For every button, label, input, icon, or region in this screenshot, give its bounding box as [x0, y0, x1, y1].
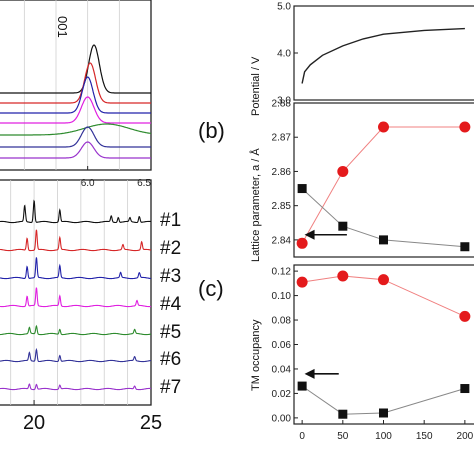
y-tick-label: 0.02	[272, 389, 292, 400]
data-point-circle	[459, 310, 471, 322]
y-tick-label: 0.08	[272, 316, 292, 327]
x-tick-label: 0	[299, 431, 305, 442]
data-point-square	[379, 408, 388, 418]
y-tick-label: 2.84	[272, 235, 292, 246]
potential-panel: 3.0 4.0 5.0	[277, 2, 474, 107]
xrd-bottom-trace-7	[0, 383, 151, 391]
y-tick-label: 2.87	[272, 133, 292, 144]
plot-frame	[293, 5, 474, 101]
x-tick-label: 100	[375, 431, 392, 442]
plot-frame	[293, 264, 474, 425]
data-point-square	[338, 221, 348, 231]
sample-label: #5	[160, 322, 181, 343]
y-tick-label: 0.12	[272, 267, 292, 278]
xrd-bottom-trace-2	[0, 229, 151, 252]
plot-frame	[293, 102, 474, 258]
y-tick-label: 3.0	[277, 96, 291, 107]
data-point-square	[297, 184, 307, 194]
x-tick-label: 6.0	[81, 178, 95, 189]
x-tick-label: 6.5	[137, 178, 151, 189]
data-point-circle	[337, 270, 349, 282]
xrd-top-trace-2	[0, 62, 151, 104]
xrd-bottom-panel: #1 #2 #3 #4 #5 #6 #7 20 25	[0, 179, 182, 434]
data-point-circle	[337, 165, 349, 177]
x-tick-label: 25	[140, 412, 162, 434]
data-point-square	[379, 235, 388, 245]
ylabel-lattice: Lattice parameter, a / Å	[249, 148, 262, 262]
y-tick-label: 4.0	[277, 49, 291, 60]
y-tick-label: 2.86	[272, 167, 292, 178]
y-tick-label: 2.88	[272, 99, 292, 110]
sample-label: #6	[160, 349, 181, 370]
xrd-top-trace-6	[0, 126, 151, 148]
sample-label: #7	[160, 377, 181, 398]
y-tick-label: 5.0	[277, 2, 291, 13]
data-point-circle	[296, 276, 308, 288]
y-tick-label: 0.06	[272, 340, 292, 351]
potential-curve	[301, 27, 465, 84]
ylabel-potential: Potential / V	[250, 56, 262, 116]
sample-label: #3	[160, 266, 181, 287]
data-point-circle	[378, 121, 389, 133]
series-line	[301, 126, 465, 244]
sample-label: #4	[160, 294, 182, 315]
x-tick-label: 50	[337, 431, 349, 442]
xrd-bottom-trace-1	[0, 199, 151, 224]
x-tick-label: 150	[416, 431, 433, 442]
series-line	[301, 188, 465, 248]
data-point-square	[297, 381, 307, 391]
y-tick-label: 0.04	[272, 364, 292, 375]
xrd-bottom-trace-4	[0, 287, 152, 308]
x-tick-label: 200	[457, 431, 474, 442]
data-point-circle	[296, 237, 308, 249]
panel-label-b: (b)	[198, 118, 225, 143]
data-point-square	[338, 409, 348, 419]
lattice-panel: 2.84 2.85 2.86 2.87 2.88	[272, 99, 474, 258]
sample-label: #1	[160, 210, 181, 231]
arrow-head	[304, 229, 315, 240]
ylabel-tm-occupancy: TM occupancy	[250, 319, 262, 391]
data-point-circle	[378, 274, 389, 286]
xrd-top-trace-5	[0, 123, 152, 136]
y-tick-label: 2.85	[272, 201, 292, 212]
series-line	[301, 385, 466, 415]
tm-occupancy-panel: 0.00 0.02 0.04 0.06 0.08 0.10 0.12 0 50 100 150 200	[272, 264, 474, 442]
y-tick-label: 0.00	[272, 413, 292, 424]
series-line	[302, 275, 466, 317]
data-point-square	[460, 242, 470, 252]
xrd-top-trace-3	[0, 76, 151, 114]
data-point-square	[460, 384, 470, 394]
xrd-top-trace-7	[0, 141, 151, 159]
panel-label-c: (c)	[198, 276, 224, 301]
x-tick-label: 20	[23, 412, 45, 434]
xrd-top-panel: 001 6.0 6.5	[0, 0, 152, 189]
data-point-circle	[459, 121, 471, 133]
arrow-head	[304, 368, 315, 379]
xrd-top-trace-4	[0, 96, 151, 124]
peak-annotation-001: 001	[55, 16, 70, 38]
sample-label: #2	[160, 238, 181, 259]
xrd-bottom-trace-5	[0, 324, 152, 336]
xrd-top-trace-1	[0, 44, 151, 94]
xrd-bottom-trace-6	[0, 347, 152, 363]
xrd-bottom-trace-3	[0, 257, 151, 280]
y-tick-label: 0.10	[272, 291, 292, 302]
